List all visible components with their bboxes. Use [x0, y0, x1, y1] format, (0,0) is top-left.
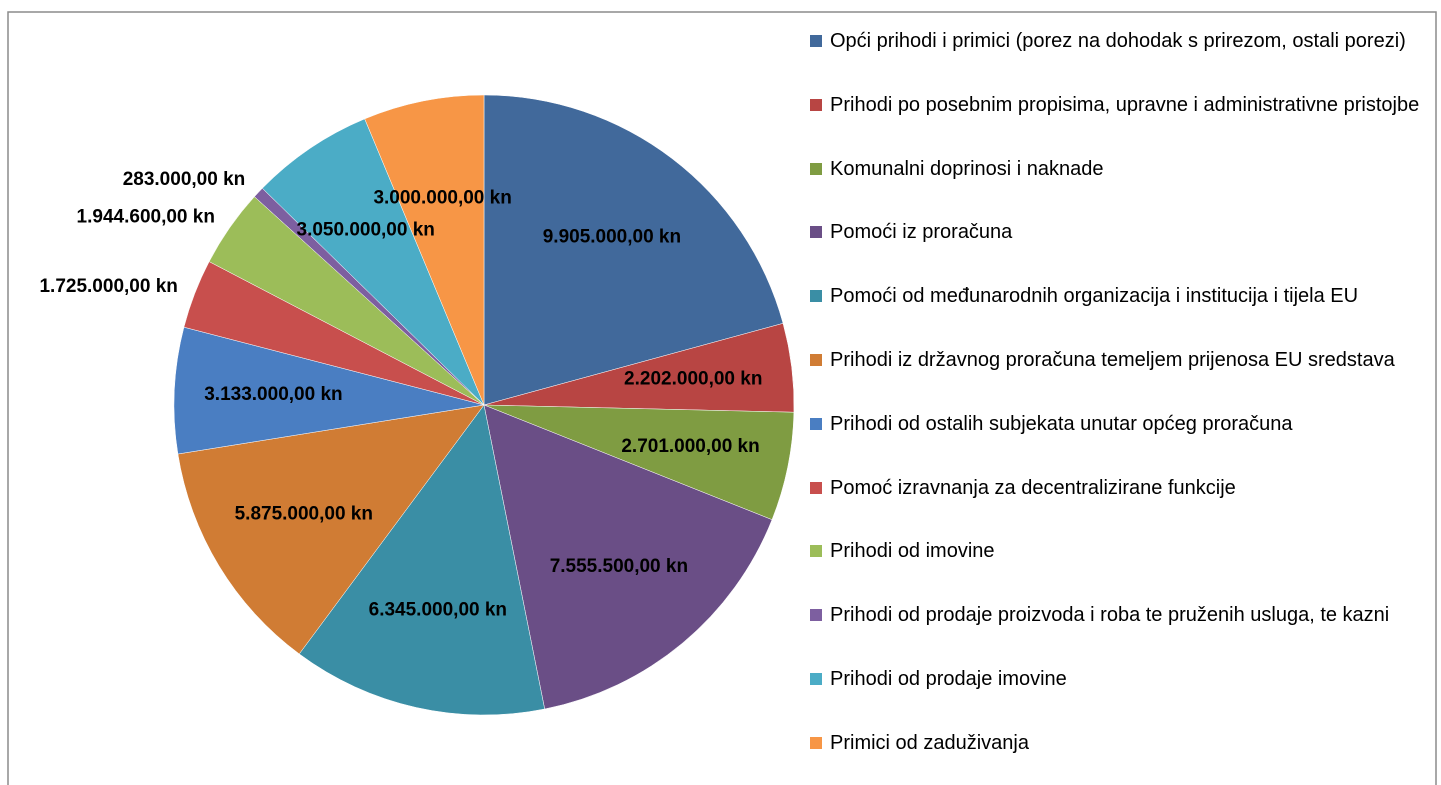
data-label: 3.000.000,00 kn: [373, 187, 511, 208]
legend-label: Prihodi od ostalih subjekata unutar opće…: [830, 412, 1293, 435]
data-label: 283.000,00 kn: [123, 169, 246, 190]
data-label: 1.944.600,00 kn: [77, 206, 215, 227]
pie-slice: [177, 404, 485, 655]
legend-label: Komunalni doprinosi i naknade: [830, 157, 1104, 180]
pie-slice: [173, 326, 485, 455]
legend-swatch: [810, 736, 822, 749]
legend-swatch: [810, 417, 822, 430]
legend-swatch: [810, 35, 822, 47]
legend-swatch: [810, 673, 822, 685]
data-label: 2.701.000,00 kn: [621, 436, 759, 457]
legend-label: Prihodi od prodaje imovine: [830, 668, 1067, 690]
legend-label: Pomoći iz proračuna: [830, 221, 1013, 244]
legend-label: Prihodi od imovine: [830, 540, 995, 563]
data-label: 1.725.000,00 kn: [39, 276, 177, 297]
pie-slice: [262, 118, 485, 406]
data-label: 5.875.000,00 kn: [235, 503, 373, 524]
data-label: 9.905.000,00 kn: [543, 226, 681, 247]
pie-slice: [298, 404, 545, 716]
legend-swatch: [810, 481, 822, 494]
pie-slice: [483, 404, 773, 710]
chart-frame: [7, 11, 1437, 785]
legend-swatch: [810, 609, 822, 622]
legend-label: Primici od zaduživanja: [830, 731, 1029, 754]
data-label: 2.202.000,00 kn: [624, 368, 762, 389]
pie-slice: [364, 94, 485, 406]
legend-label: Prihodi od prodaje proizvoda i roba te p…: [830, 604, 1390, 627]
legend-swatch: [810, 290, 822, 303]
data-label: 3.133.000,00 kn: [204, 384, 342, 405]
legend-swatch: [810, 545, 822, 558]
pie-slice: [483, 94, 784, 406]
legend-label: Pomoći od međunarodnih organizacija i in…: [830, 285, 1359, 308]
legend-swatch: [810, 98, 822, 111]
legend-label: Opći prihodi i primici (porez na dohodak…: [830, 30, 1406, 52]
data-label: 3.050.000,00 kn: [297, 220, 435, 241]
legend-swatch: [810, 226, 822, 239]
data-label: 6.345.000,00 kn: [369, 600, 507, 621]
data-label: 7.555.500,00 kn: [550, 556, 688, 577]
legend-swatch: [810, 162, 822, 175]
legend-label: Prihodi iz državnog proračuna temeljem p…: [830, 349, 1395, 371]
legend-label: Pomoć izravnanja za decentralizirane fun…: [830, 476, 1236, 499]
legend-swatch: [810, 354, 822, 366]
legend-label: Prihodi po posebnim propisima, upravne i…: [830, 93, 1420, 116]
